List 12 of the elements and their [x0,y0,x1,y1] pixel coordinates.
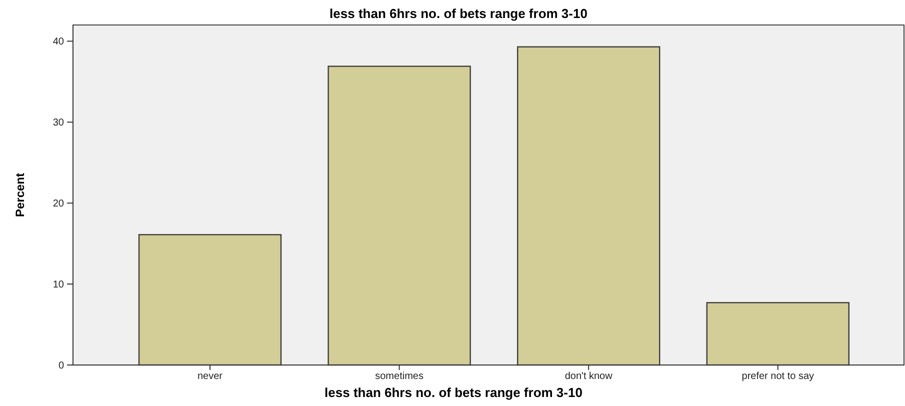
y-tick-label: 10 [52,280,64,291]
y-tick-label: 30 [52,118,64,129]
x-tick-label: never [197,371,224,382]
x-tick-label: don't know [564,371,614,382]
x-tick-label: sometimes [375,371,424,382]
x-axis-title: less than 6hrs no. of bets range from 3-10 [324,385,582,400]
y-tick-label: 20 [52,198,64,210]
y-tick-label: 40 [52,36,64,48]
x-tick-label: prefer not to say [742,371,814,382]
y-axis-title: Percent [13,172,27,218]
y-tick-label: 0 [58,360,64,372]
chart-title: less than 6hrs no. of bets range from 3-10 [330,6,588,21]
